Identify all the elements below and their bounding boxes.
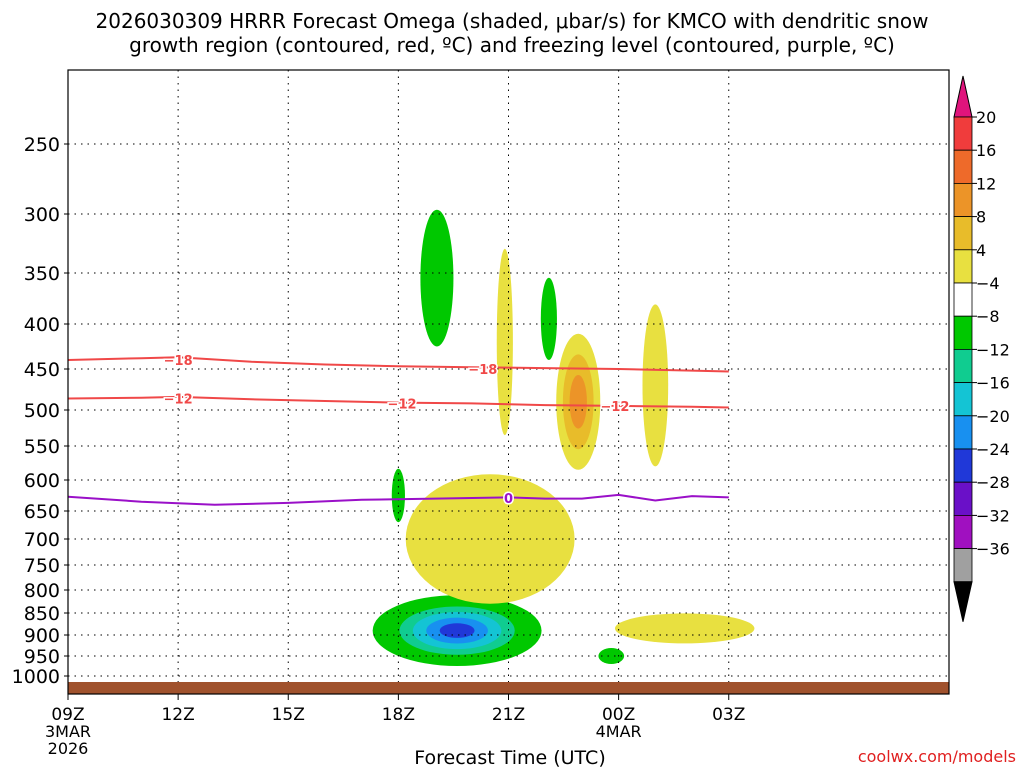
colorbar-segment xyxy=(953,515,973,550)
x-tick-label: 12Z xyxy=(161,705,194,725)
colorbar-segment xyxy=(953,348,973,383)
colorbar-top-arrow xyxy=(953,75,973,118)
omega-region-subsidence-mid-2 xyxy=(642,304,669,467)
colorbar-label: −12 xyxy=(976,340,1010,359)
colorbar-label: 20 xyxy=(976,108,996,127)
source-credit: coolwx.com/models xyxy=(858,747,1016,766)
colorbar-bottom-arrow xyxy=(953,581,973,622)
x-tick-label: 21Z xyxy=(492,705,525,725)
y-tick-label: 900 xyxy=(24,625,60,647)
colorbar-segment xyxy=(953,481,973,516)
colorbar-label: −16 xyxy=(976,374,1010,393)
colorbar-segment xyxy=(953,182,973,217)
colorbar-segment xyxy=(953,382,973,417)
colorbar-segment xyxy=(953,548,973,583)
y-tick-label: 400 xyxy=(24,314,60,336)
y-tick-label: 1000 xyxy=(12,666,60,688)
dgz-contour-label: −18 xyxy=(468,363,497,378)
y-tick-label: 350 xyxy=(24,263,60,285)
y-axis: 2503003504004505005506006507007508008509… xyxy=(12,134,68,688)
colorbar-label: 4 xyxy=(976,241,986,260)
x-tick-sublabel: 2026 xyxy=(48,739,89,758)
y-tick-label: 750 xyxy=(24,555,60,577)
omega-region-upper-updraft-2 xyxy=(544,295,554,343)
colorbar-segment xyxy=(953,282,973,317)
colorbar-segment xyxy=(953,448,973,483)
x-tick-label: 03Z xyxy=(712,705,745,725)
colorbar-label: −20 xyxy=(976,407,1010,426)
y-tick-label: 600 xyxy=(24,470,60,492)
y-tick-label: 250 xyxy=(24,134,60,156)
omega-region-low-updraft-small xyxy=(604,651,619,661)
colorbar-label: −4 xyxy=(976,274,1000,293)
x-tick-label: 15Z xyxy=(272,705,305,725)
colorbar-segment xyxy=(953,216,973,251)
omega-region-subsidence-low-2 xyxy=(614,613,755,644)
x-tick-label: 00Z xyxy=(602,705,635,725)
colorbar-segment xyxy=(953,249,973,284)
x-tick-sublabel: 4MAR xyxy=(596,722,642,741)
omega-region-upper-updraft-1 xyxy=(427,239,447,317)
dgz-contour xyxy=(67,356,729,373)
contour-layer: −18 −18 −12 −12 −12 0 xyxy=(67,353,729,508)
dgz-contour-label: −12 xyxy=(388,397,417,412)
freezing-level-contour xyxy=(67,493,729,506)
dgz-contour xyxy=(67,395,729,409)
freezing-level-contour-label: 0 xyxy=(504,492,513,507)
y-tick-label: 800 xyxy=(24,580,60,602)
omega-region-mid-updraft xyxy=(394,480,403,511)
y-tick-label: 500 xyxy=(24,400,60,422)
x-tick-sublabel: 3MAR xyxy=(45,722,91,741)
x-tick-label: 18Z xyxy=(382,705,415,725)
colorbar-segment xyxy=(953,149,973,184)
colorbar-label: −32 xyxy=(976,506,1010,525)
colorbar-label: −24 xyxy=(976,440,1010,459)
dgz-contour-label: −12 xyxy=(600,400,629,415)
colorbar-label: 16 xyxy=(976,141,996,160)
omega-region-subsidence-low-1 xyxy=(405,474,575,604)
y-tick-label: 650 xyxy=(24,501,60,523)
y-tick-label: 450 xyxy=(24,359,60,381)
y-tick-label: 300 xyxy=(24,204,60,226)
y-tick-label: 850 xyxy=(24,603,60,625)
colorbar-segment xyxy=(953,415,973,450)
colorbar: 20 16 12 8 4 −4 −8 −12 −16 −20 −24 −28 −32 −36 xyxy=(953,75,1010,622)
omega-region-subsidence-upper xyxy=(496,248,513,436)
chart-title-line2: growth region (contoured, red, ºC) and f… xyxy=(129,33,895,57)
dgz-contour-label: −18 xyxy=(164,354,193,369)
x-tick-label: 09Z xyxy=(51,705,84,725)
colorbar-segment xyxy=(953,116,973,151)
ground-bar xyxy=(68,682,949,694)
chart-title-line1: 2026030309 HRRR Forecast Omega (shaded, … xyxy=(96,9,929,33)
colorbar-label: 12 xyxy=(976,174,996,193)
gridlines xyxy=(68,70,949,682)
colorbar-label: −28 xyxy=(976,473,1010,492)
colorbar-label: −8 xyxy=(976,307,1000,326)
colorbar-segment xyxy=(953,315,973,350)
y-tick-label: 700 xyxy=(24,529,60,551)
colorbar-label: 8 xyxy=(976,208,986,227)
dgz-contour-label: −12 xyxy=(164,393,193,408)
y-tick-label: 950 xyxy=(24,646,60,668)
y-tick-label: 550 xyxy=(24,436,60,458)
omega-region-subsidence-mid-1 xyxy=(569,375,587,429)
x-axis-label: Forecast Time (UTC) xyxy=(414,747,605,768)
colorbar-label: −36 xyxy=(976,540,1010,559)
omega-region-low-level-updraft-core xyxy=(439,623,475,638)
